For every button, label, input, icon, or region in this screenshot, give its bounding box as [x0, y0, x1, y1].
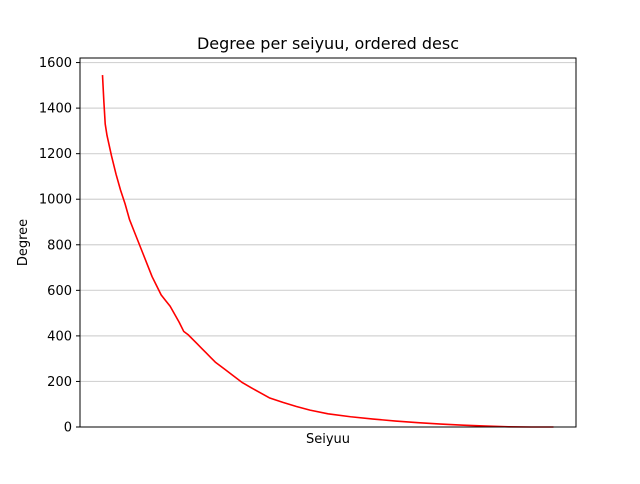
x-axis-label: Seiyuu: [306, 432, 350, 447]
y-tick-label: 800: [47, 238, 72, 253]
data-series: [101, 75, 554, 428]
y-tick-label: 600: [47, 284, 72, 299]
y-axis-ticks: 0 200 400 600 800 1000 1200 1400 1600: [39, 56, 80, 436]
y-tick-label: 1000: [39, 193, 72, 208]
y-tick-label: 1200: [39, 147, 72, 162]
y-axis-label: Degree: [16, 219, 31, 266]
chart-title: Degree per seiyuu, ordered desc: [197, 34, 459, 53]
y-tick-label: 1400: [39, 102, 72, 117]
y-tick-label: 200: [47, 375, 72, 390]
y-tick-label: 0: [64, 421, 72, 436]
y-tick-label: 400: [47, 329, 72, 344]
y-gridlines: [80, 61, 576, 383]
y-tick-label: 1600: [39, 56, 72, 71]
axes-frame: [79, 57, 577, 428]
degree-series-line: [101, 75, 554, 428]
